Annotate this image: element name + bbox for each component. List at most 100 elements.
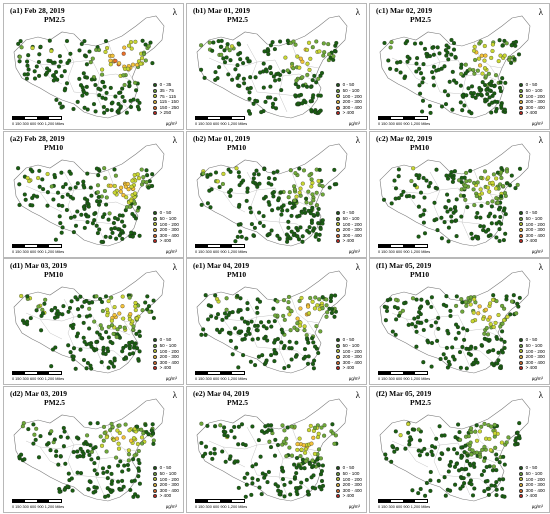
station-marker xyxy=(460,344,465,350)
pollutant-label: PM2.5 xyxy=(227,15,249,24)
station-marker xyxy=(102,166,107,171)
legend-item: 300 - 400 xyxy=(152,488,179,494)
station-marker xyxy=(55,190,61,195)
panel-title: (f2) Mar 05, 2019 xyxy=(376,389,432,398)
station-marker xyxy=(442,475,447,480)
station-marker xyxy=(121,193,126,198)
legend-item: 200 - 300 xyxy=(518,482,545,488)
station-marker xyxy=(78,294,83,299)
station-marker xyxy=(497,365,503,370)
station-marker xyxy=(491,172,496,177)
legend-swatch xyxy=(335,494,340,499)
station-marker xyxy=(294,194,299,199)
station-marker xyxy=(30,169,35,174)
panel-title: (e1) Mar 04, 2019 xyxy=(193,261,250,270)
station-marker xyxy=(445,365,450,370)
legend-item: 50 - 100 xyxy=(518,471,545,477)
station-marker xyxy=(396,174,401,179)
station-marker xyxy=(208,205,213,210)
station-marker xyxy=(203,332,208,337)
map-panel: (c2) Mar 02, 2019 PM10 λ 0 - 50 50 - 100 100 … xyxy=(369,131,550,258)
station-marker xyxy=(34,426,39,431)
station-marker xyxy=(319,478,325,484)
legend-item: 0 - 50 xyxy=(335,82,362,88)
station-marker xyxy=(303,447,308,452)
station-marker xyxy=(105,486,110,491)
station-marker xyxy=(96,86,101,91)
province-boundary xyxy=(256,474,312,492)
station-marker xyxy=(289,424,294,429)
station-marker xyxy=(310,192,315,197)
station-marker xyxy=(297,166,302,171)
station-marker xyxy=(230,310,235,315)
legend-label: 0 - 35 xyxy=(159,82,172,88)
station-marker xyxy=(495,336,500,341)
station-marker xyxy=(445,209,450,214)
station-marker xyxy=(123,356,129,361)
station-marker xyxy=(304,333,309,338)
station-marker xyxy=(291,66,296,71)
station-marker xyxy=(516,52,522,57)
station-marker xyxy=(57,489,62,494)
station-marker xyxy=(310,180,315,185)
station-marker xyxy=(215,327,220,332)
station-marker xyxy=(500,76,505,81)
station-marker xyxy=(272,47,277,52)
station-marker xyxy=(37,184,42,189)
station-marker xyxy=(254,305,260,310)
station-marker xyxy=(77,48,82,53)
station-marker xyxy=(416,204,421,209)
station-marker xyxy=(517,421,522,426)
station-marker xyxy=(253,75,258,80)
station-marker xyxy=(225,434,230,439)
station-marker xyxy=(488,233,493,238)
station-marker xyxy=(232,435,237,440)
station-marker xyxy=(464,170,469,175)
station-marker xyxy=(221,171,226,176)
station-marker xyxy=(81,357,87,363)
station-marker xyxy=(84,366,89,371)
legend-label: 200 - 300 xyxy=(342,99,362,105)
station-marker xyxy=(490,48,495,54)
station-marker xyxy=(318,226,323,231)
station-marker xyxy=(54,97,59,102)
station-marker xyxy=(58,59,63,64)
station-marker xyxy=(214,296,220,302)
station-marker xyxy=(233,239,238,244)
station-marker xyxy=(492,84,497,89)
legend-item: > 400 xyxy=(518,238,545,244)
station-marker xyxy=(294,471,299,476)
station-marker xyxy=(70,488,75,493)
station-marker xyxy=(486,349,491,354)
station-marker xyxy=(90,56,95,61)
station-marker xyxy=(311,340,316,345)
pollutant-label: PM2.5 xyxy=(44,398,66,407)
station-marker xyxy=(108,359,113,364)
station-marker xyxy=(300,234,305,239)
station-marker xyxy=(32,432,37,437)
station-marker xyxy=(92,218,97,223)
china-map xyxy=(196,15,348,119)
station-marker xyxy=(81,320,86,325)
station-marker xyxy=(500,486,505,491)
legend-item: 35 - 75 xyxy=(152,88,179,94)
station-marker xyxy=(54,453,59,458)
station-marker xyxy=(111,364,116,369)
station-marker xyxy=(293,42,298,47)
scale-bar-label: 0 150 300 600 900 1,200 Miles xyxy=(378,377,431,381)
station-marker xyxy=(466,434,471,439)
panel-title: (d1) Mar 03, 2019 xyxy=(10,261,67,270)
station-marker xyxy=(252,225,257,230)
station-marker xyxy=(429,340,435,346)
station-marker xyxy=(275,233,280,238)
legend-item: > 400 xyxy=(152,238,179,244)
scale-bar-label: 0 150 300 600 900 1,200 Miles xyxy=(12,505,65,509)
province-boundary xyxy=(274,59,288,113)
station-marker xyxy=(85,107,90,112)
station-marker xyxy=(295,54,300,59)
station-marker xyxy=(438,356,443,362)
station-marker xyxy=(296,463,301,468)
station-marker xyxy=(330,307,335,312)
station-marker xyxy=(284,454,289,459)
china-map xyxy=(379,398,531,502)
